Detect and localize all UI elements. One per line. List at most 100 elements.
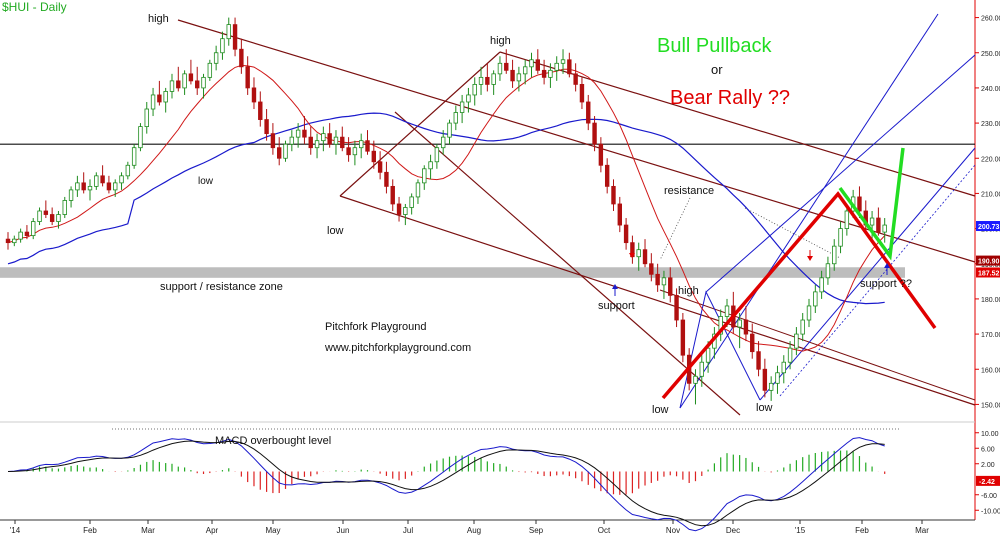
macd-label-text: -2.42 [979,479,995,486]
candle-body [239,48,244,68]
candle-body [548,69,553,78]
candle-body [529,59,534,68]
annotation-low-3: low [652,404,669,416]
annotation-low-2: low [327,225,344,237]
y-tick-label: 250.00 [981,51,1000,58]
candle-body [409,196,414,208]
annotation-high-1: high [148,13,169,25]
candle-body [87,185,93,191]
candle-body [869,217,875,226]
candle-body [232,24,238,50]
macd-axis-ticks: 10.00 6.00 2.00 -6.00 -10.00 [975,431,1000,515]
candle-body [655,273,660,286]
annotation-url: www.pitchforkplayground.com [324,342,471,354]
candle-body [440,136,446,149]
x-tick-label: Sep [529,526,544,535]
candle-body [510,69,515,82]
candle-body [113,182,118,191]
annotation-support: support [598,300,635,312]
candle-body [302,129,307,138]
x-tick-label: '15 [795,526,806,535]
red-arrow-1-head [629,253,635,258]
candle-body [94,175,99,187]
support2-arrow-head [884,263,890,268]
candle-body [144,108,149,128]
candle-body [31,221,36,237]
annotation-zone: support / resistance zone [160,281,283,293]
brown-upper-tine [177,19,976,263]
candle-body [447,122,452,138]
x-tick-label: May [265,526,280,535]
annotation-macd: MACD overbought level [215,435,331,447]
candle-body [176,80,181,89]
price-label-text: 200.73 [978,224,1000,231]
candle-body [321,133,326,142]
x-tick-label: Jun [337,526,350,535]
green-projection-line [838,147,905,261]
candle-body [157,94,162,103]
candle-body [592,122,597,145]
candle-body [787,347,793,363]
blue-tine-3 [759,147,976,401]
candle-body [598,143,604,166]
candle-body [106,182,112,191]
candle-body [554,62,559,71]
candle-body [100,175,105,184]
candle-body [504,62,509,71]
candle-body [541,69,547,78]
candle-body [213,52,219,64]
y-tick-label: 240.00 [981,86,1000,93]
y-tick-label: 180.00 [981,297,1000,304]
candle-body [277,147,282,159]
candle-body [699,361,704,377]
candle-body [245,66,250,89]
y-tick-label: 170.00 [981,332,1000,339]
candle-body [371,150,377,163]
candle-body [516,73,522,82]
candle-body [882,224,887,233]
x-tick-label: Oct [598,526,611,535]
candle-body [750,333,755,353]
candle-body [560,59,566,64]
candle-body [138,126,143,149]
candle-body [358,140,364,149]
y-tick-label: 260.00 [981,16,1000,23]
candle-body [825,263,831,279]
candle-body [24,231,30,237]
arrows [612,248,890,296]
candle-body [295,129,301,138]
candle-body [434,147,440,163]
blue-moving-average [7,112,885,305]
candle-body [5,238,11,244]
y-tick-label: 150.00 [981,402,1000,409]
x-tick-label: Apr [206,526,219,535]
candle-body [258,101,263,120]
candle-body [283,143,288,159]
candle-body [207,62,213,78]
candle-body [611,185,616,205]
candle-body [163,91,168,103]
chart-title: $HUI - Daily [2,0,67,14]
candle-body [352,147,358,156]
price-labels: 200.73 190.90 187.52 -2.42 [976,221,1000,486]
candle-body [491,73,496,85]
candle-body [756,351,761,370]
brown-median-upper [499,51,976,197]
candle-body [478,76,484,85]
candle-body [617,203,622,226]
macd-tick-label: 6.00 [981,446,995,453]
candle-body [182,73,187,89]
macd-label-box [976,475,1000,486]
x-tick-label: Dec [726,526,740,535]
candle-body [485,76,490,85]
annotation-or: or [711,62,723,77]
x-tick-label: '14 [10,526,21,535]
candle-body [119,175,124,184]
candle-body [806,305,812,321]
support-resistance-zone-band [0,267,905,278]
candle-body [396,203,402,215]
candle-body [762,368,768,391]
candle-body [68,189,74,201]
x-tick-label: Jul [403,526,413,535]
